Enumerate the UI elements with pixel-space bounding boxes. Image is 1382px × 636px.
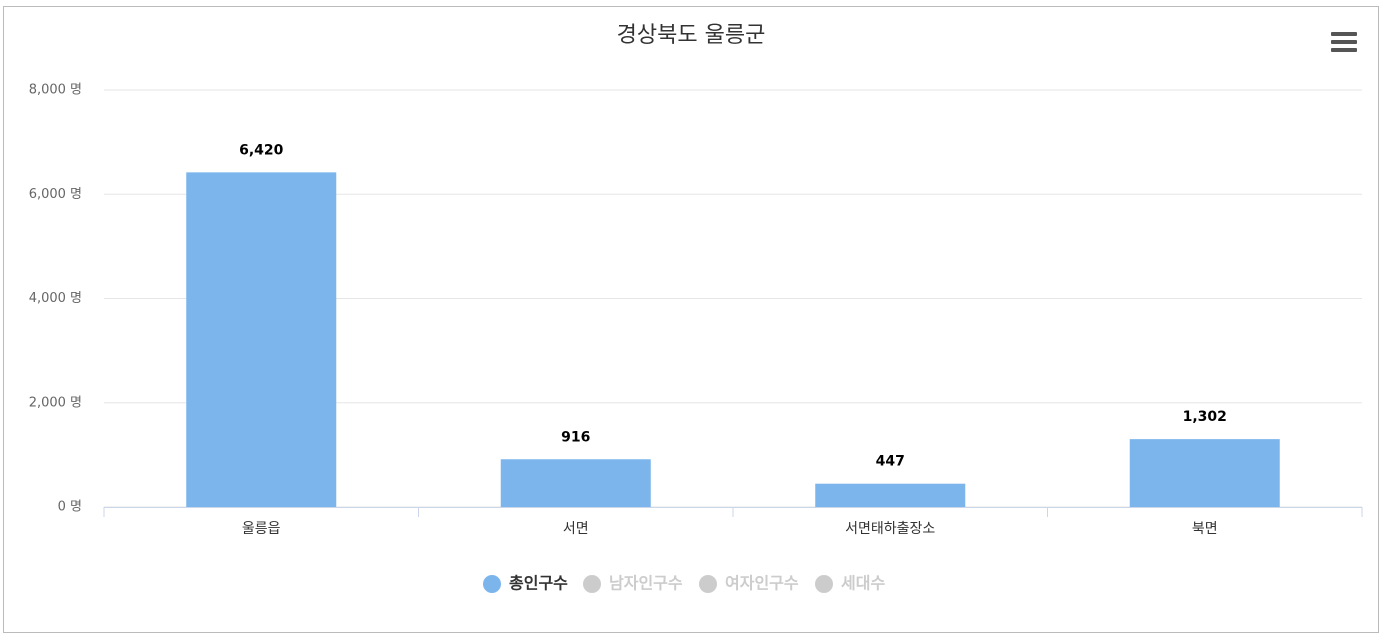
legend-label[interactable]: 총인구수: [509, 574, 568, 593]
legend-symbol: [815, 575, 833, 593]
y-tick-label: 2,000 명: [29, 395, 82, 410]
bar: [500, 459, 651, 507]
y-tick-label: 4,000 명: [29, 291, 82, 306]
menu-button[interactable]: [1331, 32, 1357, 52]
bar: [815, 483, 966, 507]
chart-title: 경상북도 울릉군: [617, 23, 766, 48]
y-tick-label: 8,000 명: [29, 83, 82, 98]
x-tick-label: 서면: [563, 521, 589, 537]
x-tick-label: 서면태하출장소: [845, 521, 935, 537]
data-label: 447: [876, 454, 905, 470]
bar: [186, 172, 337, 508]
data-label: 6,420: [239, 142, 284, 158]
x-tick-label: 울릉읍: [242, 521, 281, 537]
y-tick-label: 0 명: [58, 500, 82, 515]
legend-label[interactable]: 세대수: [841, 574, 885, 593]
bar: [1129, 439, 1280, 507]
data-label: 1,302: [1183, 409, 1227, 425]
data-label: 916: [561, 429, 590, 445]
legend-symbol: [483, 575, 501, 593]
legend-label[interactable]: 여자인구수: [725, 574, 799, 593]
legend-symbol: [583, 575, 601, 593]
legend-symbol: [699, 575, 717, 593]
legend-label[interactable]: 남자인구수: [609, 574, 683, 593]
x-tick-label: 북면: [1192, 521, 1218, 537]
y-tick-label: 6,000 명: [29, 187, 82, 202]
